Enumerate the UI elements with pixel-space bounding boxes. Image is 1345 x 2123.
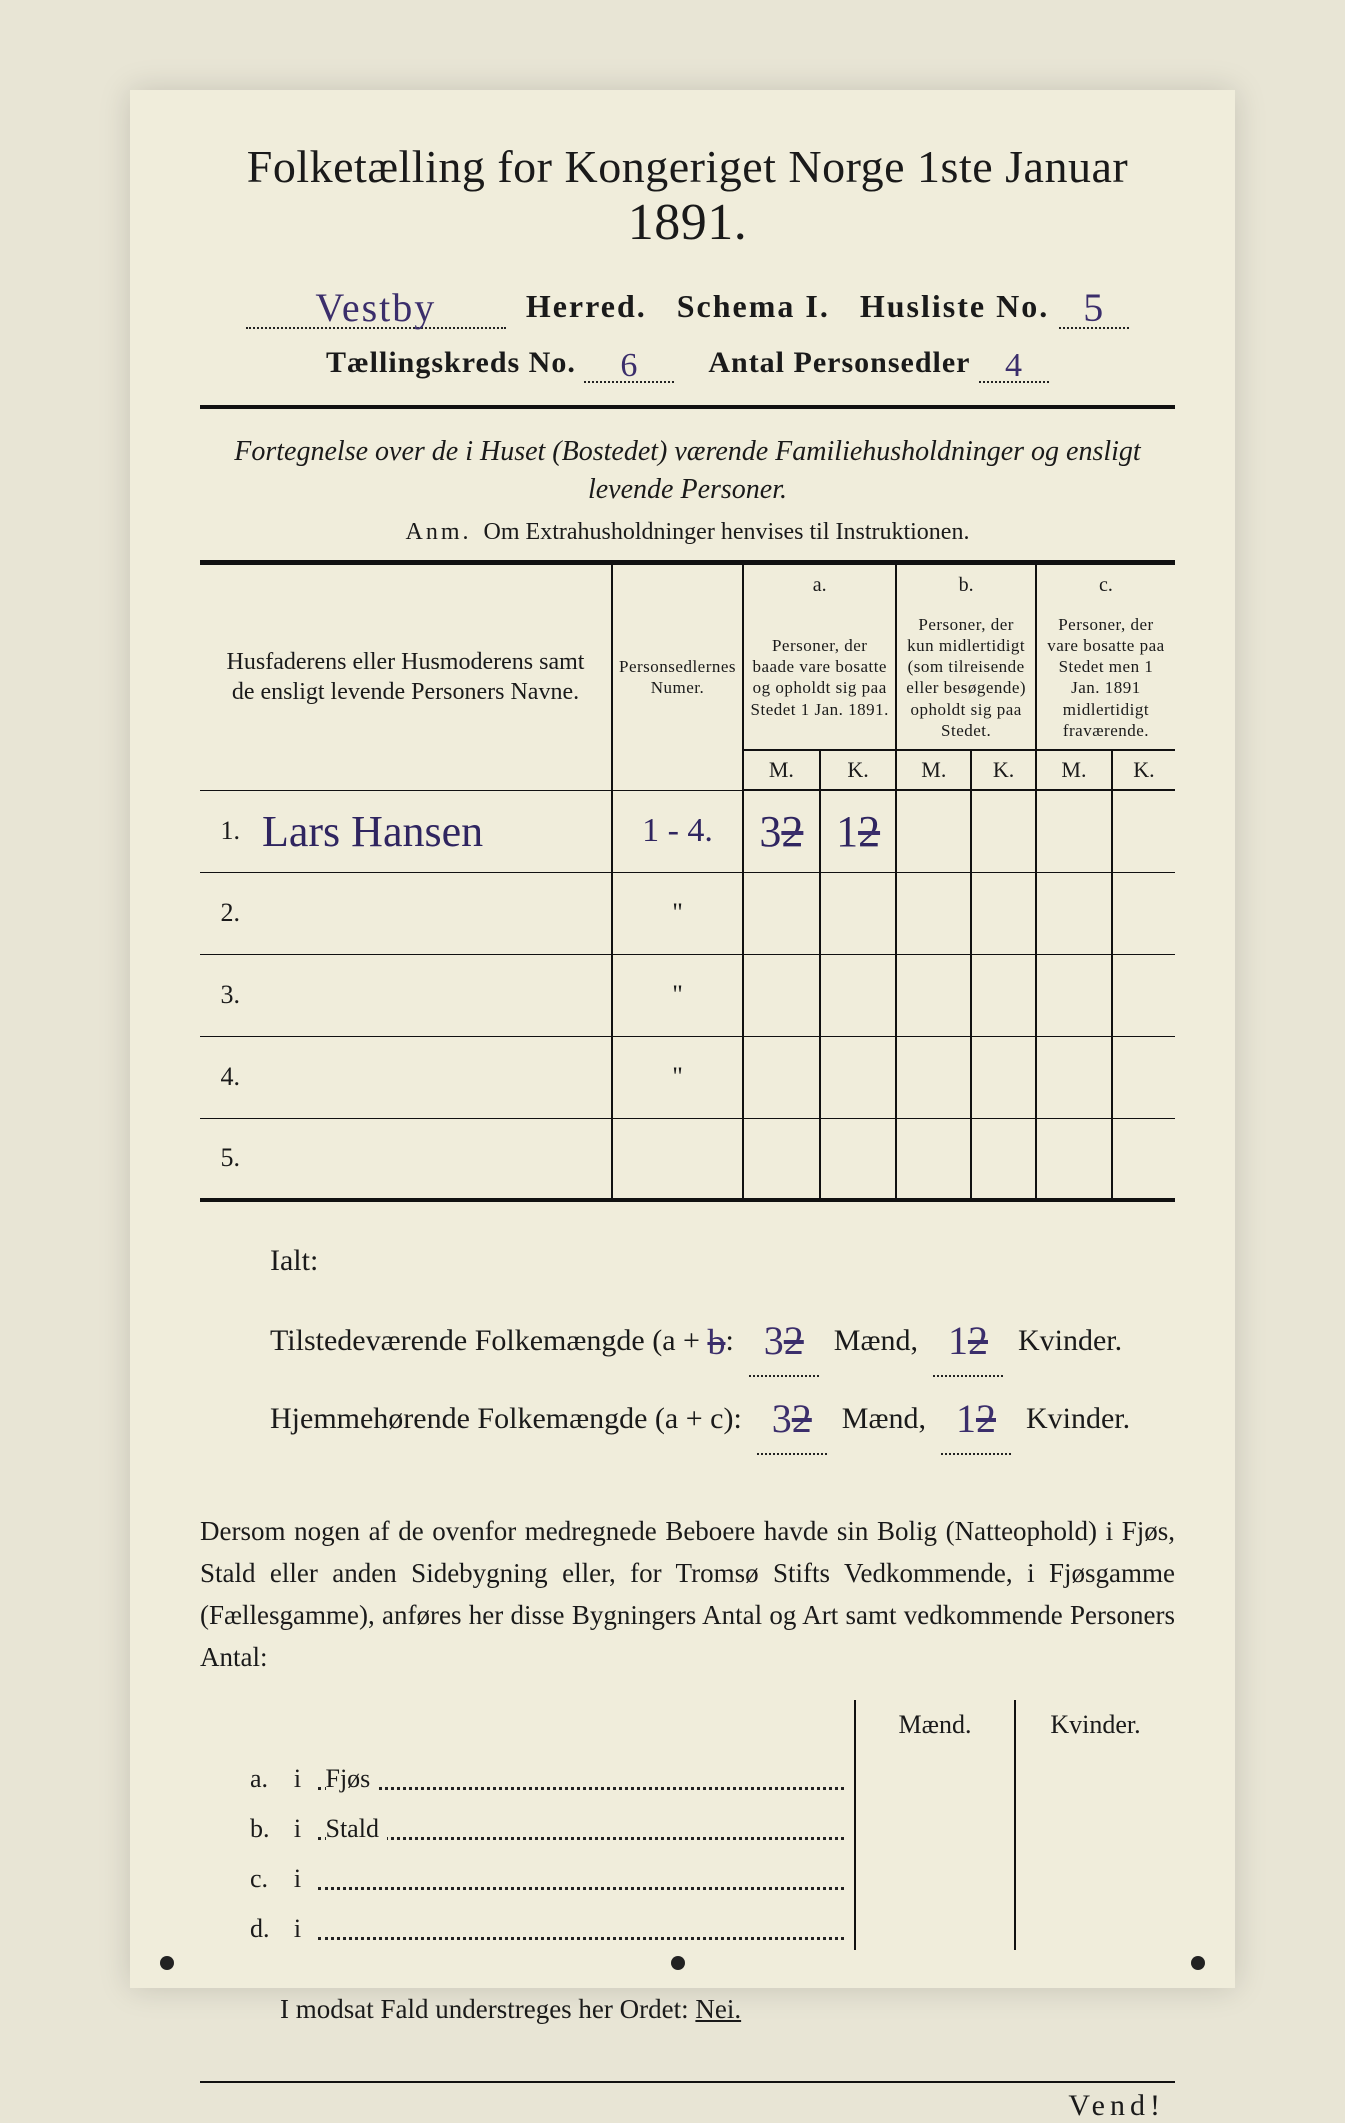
mk2-lab: a. [200,1750,278,1800]
table-row: c. i [200,1850,1175,1900]
antal-label: Antal Personsedler [708,346,970,379]
tot1-m: 32 [764,1318,804,1363]
table-row: d. i [200,1900,1175,1950]
antal-value: 4 [1005,347,1023,384]
row-num: 4. [200,1036,252,1118]
row-numer: " [612,1036,743,1118]
row-numer: 1 - 4. [642,812,713,849]
col-c-desc: Personer, der vare bosatte paa Stedet me… [1036,606,1175,751]
row-numer: " [612,872,743,954]
a-m: M. [743,750,820,790]
husliste-value: 5 [1083,285,1105,330]
row-num: 3. [200,954,252,1036]
ialt-label: Ialt: [270,1232,1175,1289]
row-name [252,872,612,954]
row-numer [612,1118,743,1200]
c-m-val [1036,790,1112,872]
table-row: 1. Lars Hansen 1 - 4. 32 12 [200,790,1175,872]
mk2-i: i [278,1800,318,1850]
herred-label: Herred. [526,288,647,324]
table-row: b. i Stald [200,1800,1175,1850]
mk2-txt [318,1850,856,1900]
col-b-desc: Personer, der kun midlertidigt (som tilr… [896,606,1035,751]
census-form-page: Folketælling for Kongeriget Norge 1ste J… [130,90,1235,1988]
row-num: 2. [200,872,252,954]
anm-line: Anm. Om Extrahusholdninger henvises til … [200,519,1175,546]
pin-icon [1191,1956,1205,1970]
nei-line: I modsat Fald understreges her Ordet: Ne… [200,1994,1175,2025]
row-name: Lars Hansen [262,807,483,856]
table-row: a. i Fjøs [200,1750,1175,1800]
mk2-i: i [278,1850,318,1900]
a-k: K. [820,750,897,790]
row-name [252,1036,612,1118]
col-b-label: b. [896,562,1035,606]
mk2-txt: Fjøs [326,1764,379,1793]
vend-label: Vend! [200,2081,1175,2123]
schema-label: Schema I. [677,288,830,324]
mk2-i: i [278,1900,318,1950]
tot1-k: 12 [948,1318,988,1363]
mk2-i: i [278,1750,318,1800]
col-names-text: Husfaderens eller Husmoderens samt de en… [227,649,585,705]
c-m: M. [1036,750,1112,790]
anm-label: Anm. [406,519,472,545]
building-paragraph: Dersom nogen af de ovenfor medregnede Be… [200,1511,1175,1678]
anm-text: Om Extrahusholdninger henvises til Instr… [484,519,970,545]
mk2-txt: Stald [326,1814,387,1843]
intro-text: Fortegnelse over de i Huset (Bostedet) v… [200,433,1175,509]
mk2-lab: d. [200,1900,278,1950]
b-m-val [896,790,971,872]
c-k: K. [1112,750,1175,790]
col-a-label: a. [743,562,896,606]
pin-icon [671,1956,685,1970]
kreds-value: 6 [620,347,638,384]
b-k-val [971,790,1036,872]
main-title: Folketælling for Kongeriget Norge 1ste J… [200,140,1175,252]
mk2-lab: c. [200,1850,278,1900]
col-c-label: c. [1036,562,1175,606]
table-row: 2. " [200,872,1175,954]
b-m: M. [896,750,971,790]
row-name [252,954,612,1036]
col-numer: Personsedlernes Numer. [612,562,743,790]
title-text: Folketælling for Kongeriget Norge 1ste J… [247,141,1128,192]
row-numer: " [612,954,743,1036]
col-names: Husfaderens eller Husmoderens samt de en… [200,562,612,790]
col-a-desc: Personer, der baade vare bosatte og opho… [743,606,896,751]
building-table: Mænd. Kvinder. a. i Fjøs b. i Stald c. i… [200,1700,1175,1950]
binding-pins [130,1956,1235,1970]
totals-block: Ialt: Tilstedeværende Folkemængde (a + b… [200,1232,1175,1455]
tot2-k: 12 [956,1396,996,1441]
husliste-label: Husliste No. [860,288,1049,324]
totals-line-2: Hjemmehørende Folkemængde (a + c): 32 Mæ… [270,1377,1175,1455]
row-num: 5. [200,1118,252,1200]
table-row: 5. [200,1118,1175,1200]
kreds-line: Tællingskreds No. 6 Antal Personsedler 4 [200,343,1175,383]
a-k-val: 12 [836,807,880,856]
struck-b: b [707,1322,725,1362]
mk2-txt [318,1900,856,1950]
c-k-val [1112,790,1175,872]
a-m-val: 32 [759,807,803,856]
mk2-lab: b. [200,1800,278,1850]
table-row: 4. " [200,1036,1175,1118]
b-k: K. [971,750,1036,790]
herred-line: Vestby Herred. Schema I. Husliste No. 5 [200,280,1175,329]
nei-word: Nei. [695,1994,741,2024]
rule-1 [200,405,1175,409]
mk2-maend: Mænd. [855,1700,1015,1750]
pin-icon [160,1956,174,1970]
title-year: 1891. [628,194,748,251]
row-name [252,1118,612,1200]
household-table: Husfaderens eller Husmoderens samt de en… [200,560,1175,1203]
kreds-label: Tællingskreds No. [326,346,576,379]
mk2-kvinder: Kvinder. [1015,1700,1175,1750]
tot2-m: 32 [772,1396,812,1441]
row-num: 1. [200,790,252,872]
table-row: 3. " [200,954,1175,1036]
herred-value: Vestby [315,285,436,330]
totals-line-1: Tilstedeværende Folkemængde (a + b: 32 M… [270,1299,1175,1377]
